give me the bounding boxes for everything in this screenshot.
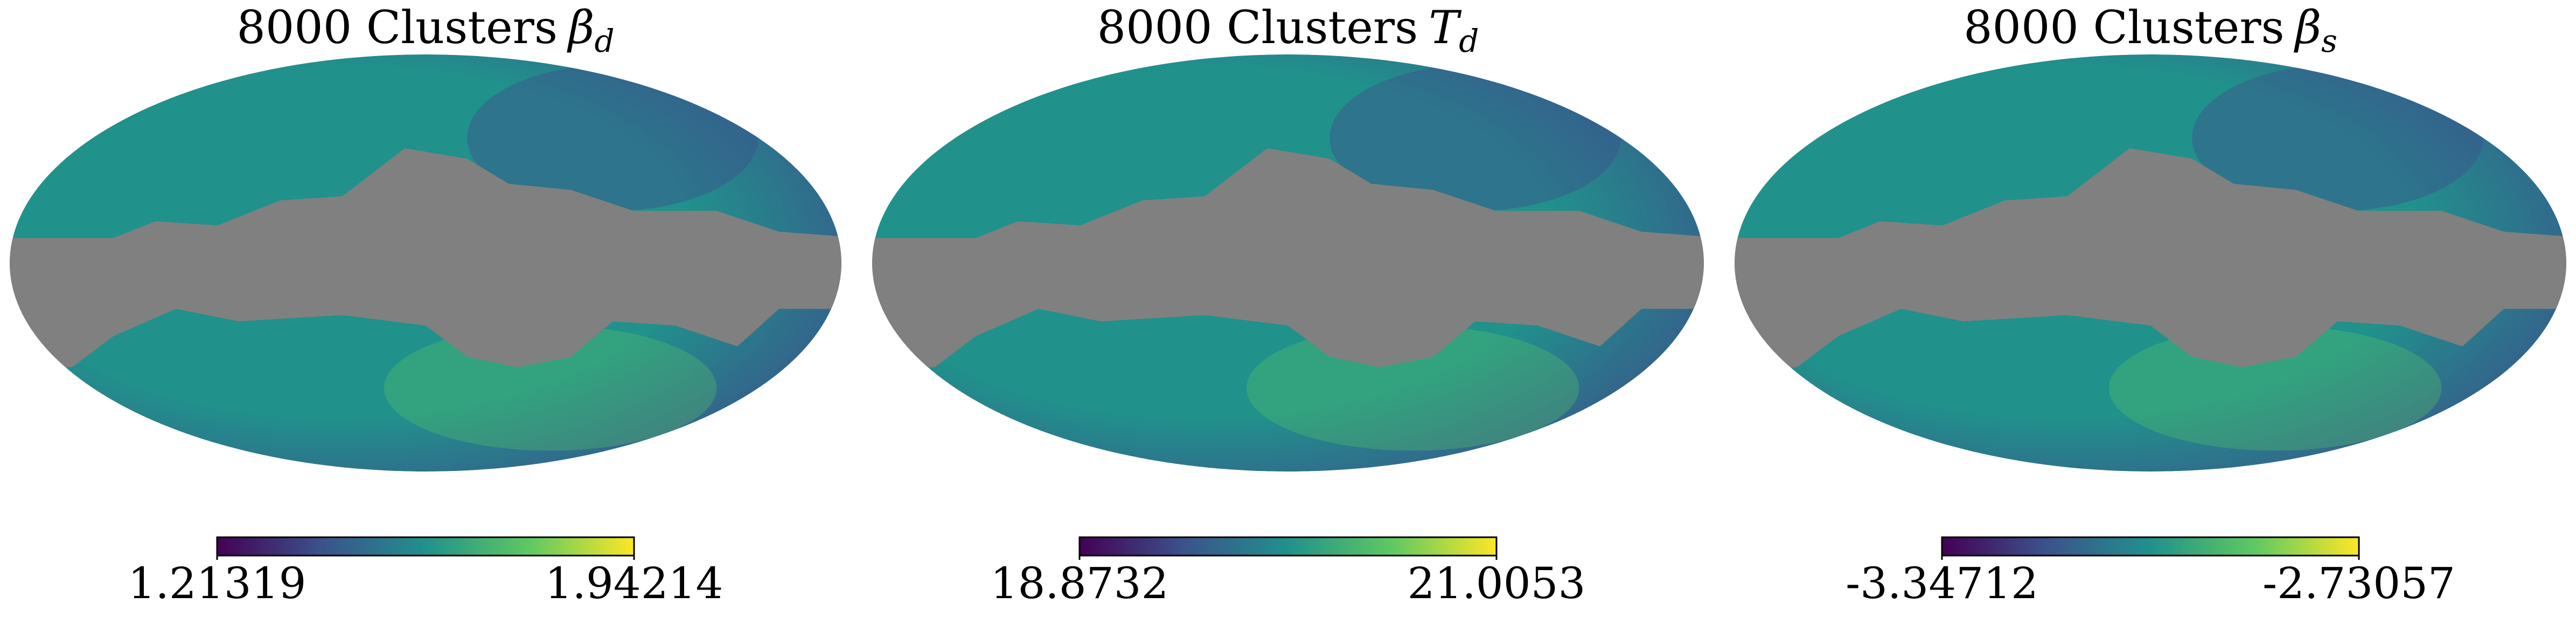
map-region [467,65,758,211]
galactic-mask [872,148,1704,368]
panel-title: 8000 Clusters Td [1097,1,1479,59]
title-text: 8000 Clusters [1964,1,2285,54]
sky-map [10,54,841,472]
colorbar [216,536,635,557]
colorbar [1941,536,2360,557]
galactic-mask [1735,148,2566,368]
colorbar-tick-label: 21.0053 [1408,558,1586,608]
colorbar-tick-label: -3.34712 [1846,558,2038,608]
sky-map [872,54,1704,472]
title-symbol: β [567,1,595,54]
title-subscript: d [594,23,614,59]
title-text: 8000 Clusters [236,1,558,54]
title-symbol: β [2294,1,2322,54]
panel-title: 8000 Clusters βs [1964,1,2337,59]
colorbar-tick-label: -2.73057 [2262,558,2455,608]
map-region [1329,65,1621,211]
colorbar-tick-label: 1.94214 [545,558,723,608]
galactic-mask [10,148,841,368]
sky-map [1735,54,2566,472]
title-subscript: s [2321,23,2337,59]
panel-title: 8000 Clusters βd [236,1,614,59]
colorbar-tick-label: 1.21319 [128,558,307,608]
title-symbol: T [1429,1,1462,54]
colorbar-tick-label: 18.8732 [991,558,1169,608]
map-region [2192,65,2483,211]
colorbar [1078,536,1498,557]
title-subscript: d [1459,23,1479,59]
map-region [384,325,717,451]
title-text: 8000 Clusters [1097,1,1418,54]
